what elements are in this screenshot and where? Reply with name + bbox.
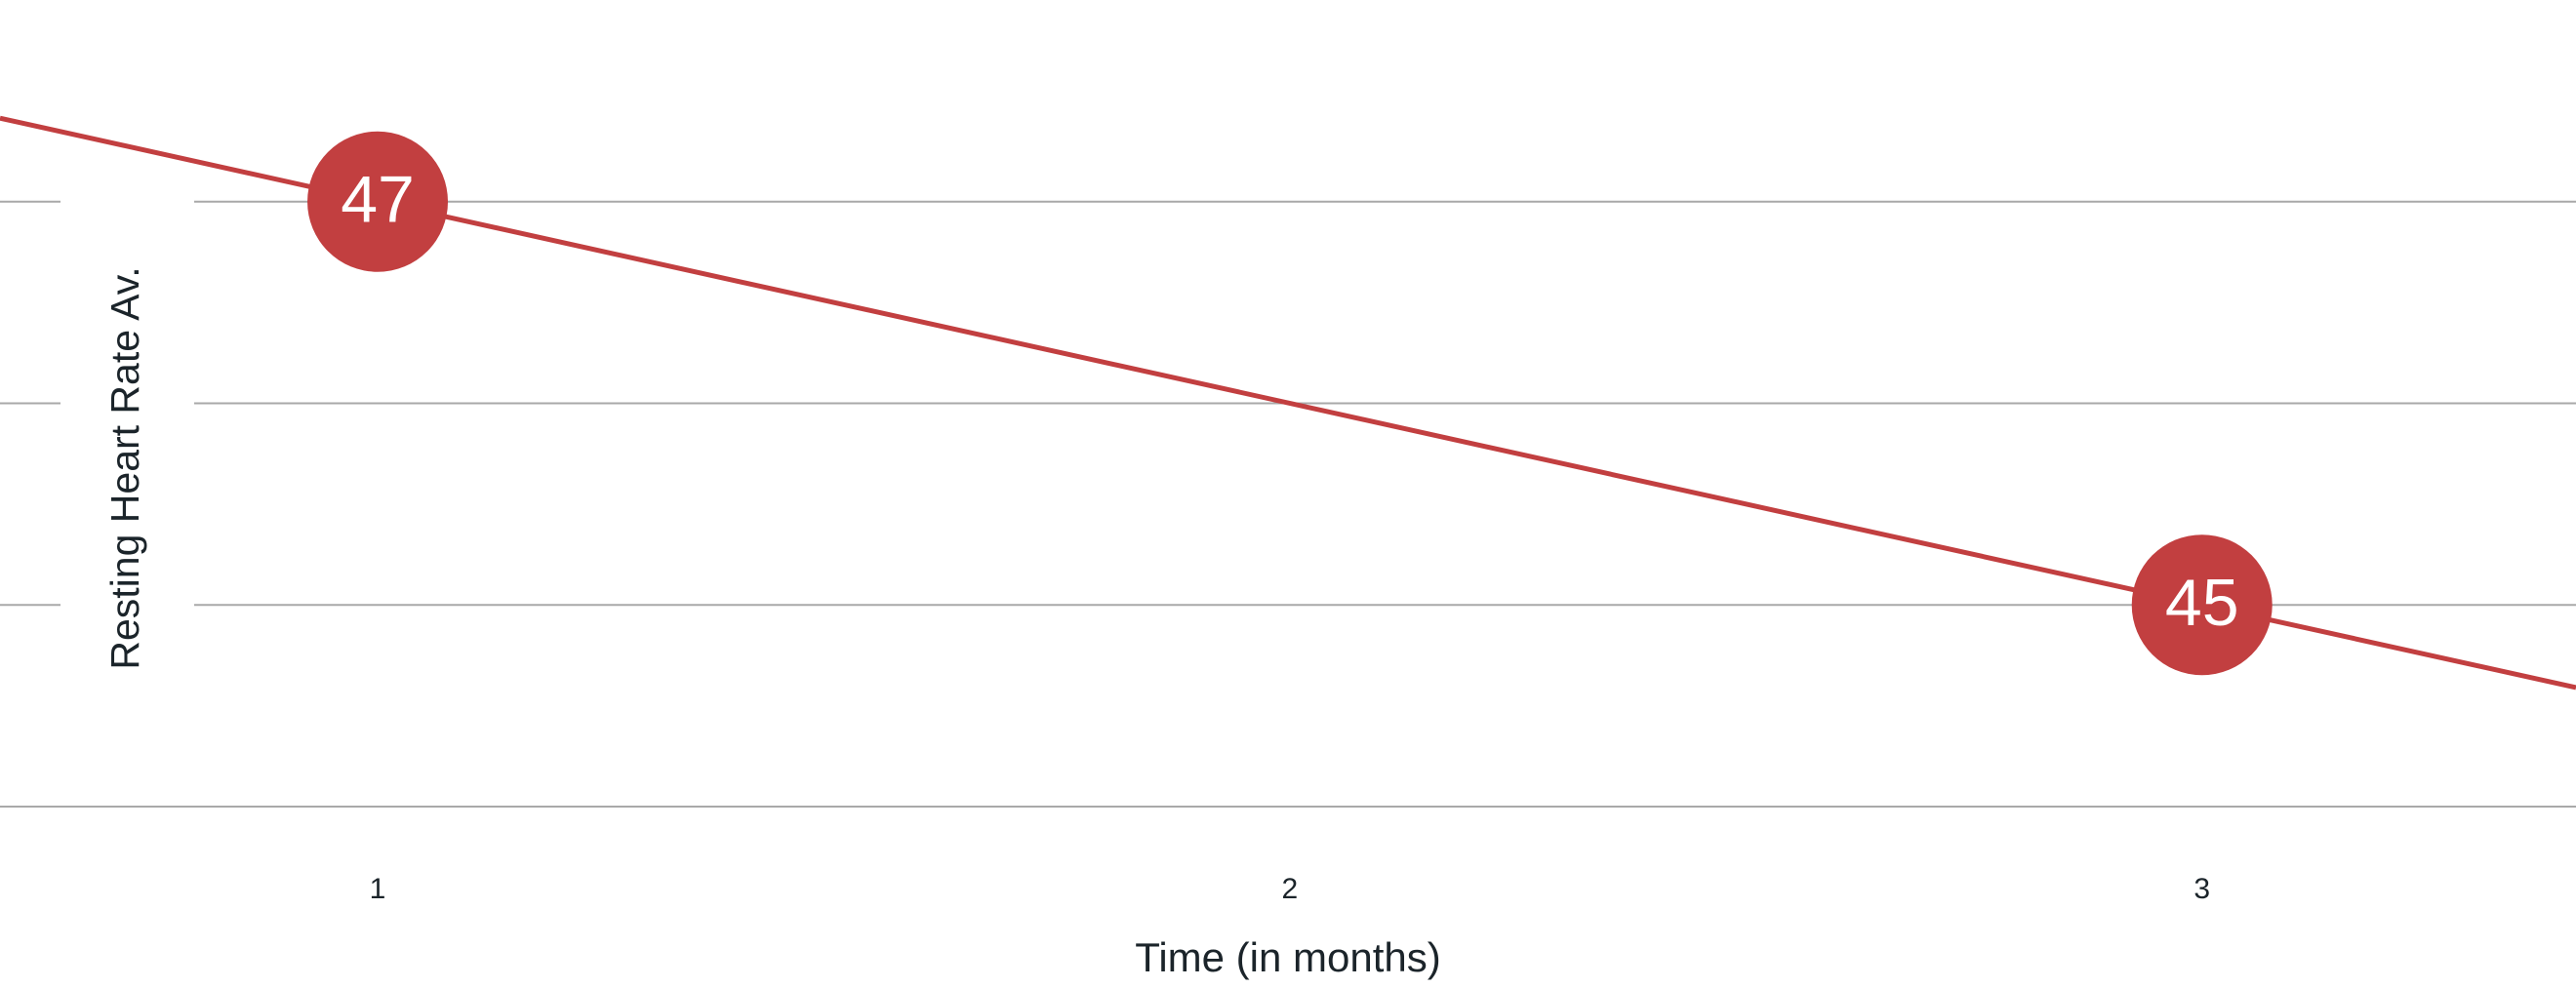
y-axis-label: Resting Heart Rate Av. bbox=[102, 266, 147, 669]
data-point bbox=[307, 131, 449, 272]
data-label: 45 bbox=[2165, 566, 2239, 640]
line bbox=[377, 199, 2203, 608]
grid bbox=[0, 200, 2576, 808]
x-tick-label: 1 bbox=[370, 873, 386, 905]
y-label-backdrop bbox=[60, 146, 194, 731]
x-tick-label: 3 bbox=[2194, 873, 2210, 905]
data-point bbox=[2131, 534, 2273, 676]
data-label: 47 bbox=[341, 163, 415, 237]
x-tick-label: 2 bbox=[1282, 873, 1299, 905]
x-axis-label: Time (in months) bbox=[1135, 934, 1441, 980]
